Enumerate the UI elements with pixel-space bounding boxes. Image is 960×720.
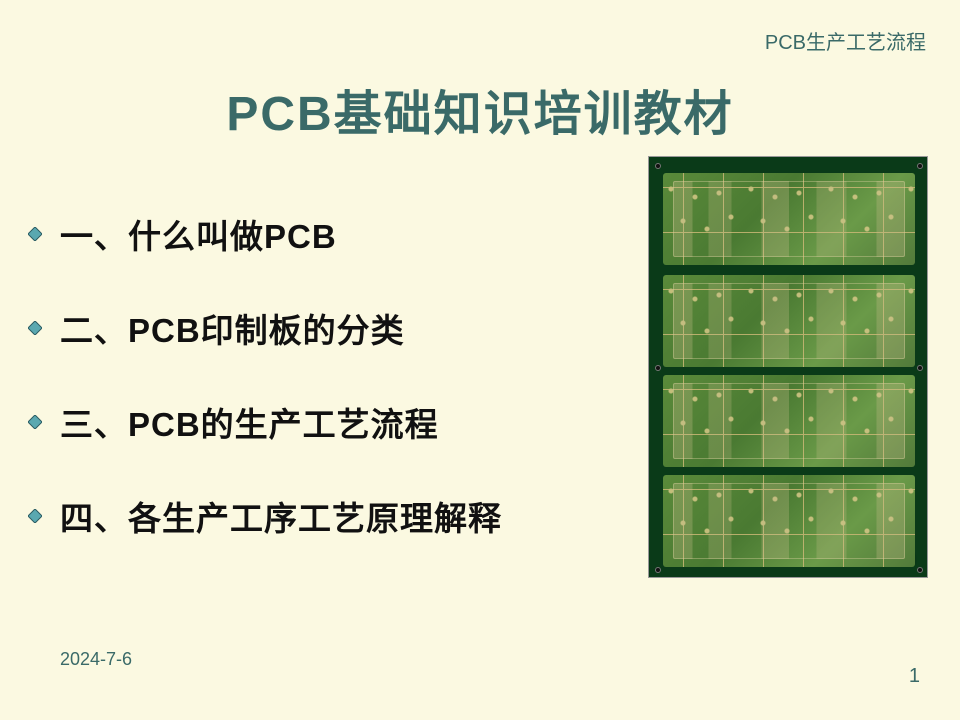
diamond-bullet-icon [28, 321, 42, 335]
bullet-text: 四、各生产工序工艺原理解释 [60, 492, 502, 540]
pcb-panel [663, 275, 915, 367]
pcb-panel [663, 173, 915, 265]
pcb-mounting-hole [917, 365, 923, 371]
bullet-text: 二、PCB印制板的分类 [60, 304, 405, 352]
list-item: 三、PCB的生产工艺流程 [28, 398, 628, 446]
diamond-bullet-icon [28, 415, 42, 429]
header-label: PCB生产工艺流程 [765, 26, 926, 55]
pcb-mounting-hole [655, 365, 661, 371]
list-item: 一、什么叫做PCB [28, 210, 628, 258]
pcb-panel [663, 475, 915, 567]
page-title: PCB基础知识培训教材 [0, 74, 960, 144]
footer-date: 2024-7-6 [60, 649, 132, 670]
diamond-bullet-icon [28, 509, 42, 523]
bullet-text: 一、什么叫做PCB [60, 210, 337, 258]
diamond-bullet-icon [28, 227, 42, 241]
list-item: 四、各生产工序工艺原理解释 [28, 492, 628, 540]
pcb-mounting-hole [917, 163, 923, 169]
pcb-mounting-hole [917, 567, 923, 573]
pcb-mounting-hole [655, 163, 661, 169]
bullet-text: 三、PCB的生产工艺流程 [60, 398, 439, 446]
pcb-illustration: clBu.cn [648, 156, 928, 578]
pcb-panel [663, 375, 915, 467]
footer-page-number: 1 [909, 665, 920, 688]
list-item: 二、PCB印制板的分类 [28, 304, 628, 352]
bullet-list: 一、什么叫做PCB 二、PCB印制板的分类 三、PCB的生产工艺流程 四、各生产… [28, 210, 628, 586]
pcb-mounting-hole [655, 567, 661, 573]
